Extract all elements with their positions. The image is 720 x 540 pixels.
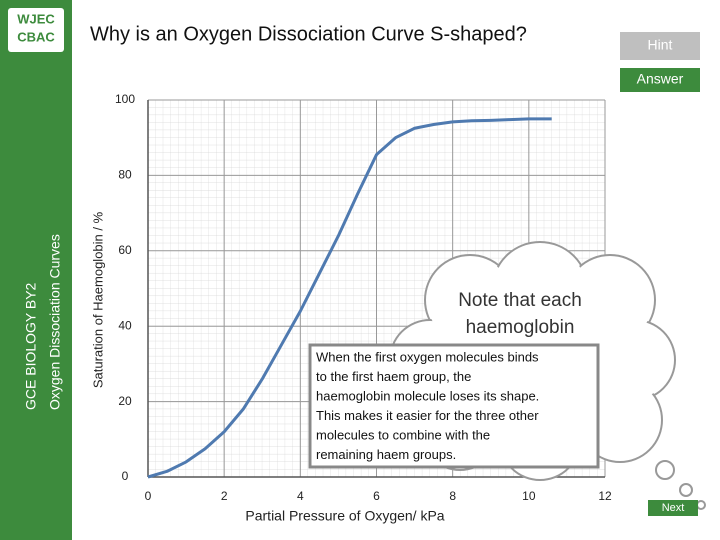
note-text: When the first oxygen molecules binds (316, 349, 539, 364)
logo-text: WJEC (17, 11, 55, 26)
answer-label[interactable]: Answer (637, 71, 684, 87)
x-axis-title: Partial Pressure of Oxygen/ kPa (245, 508, 444, 524)
slide-title: Why is an Oxygen Dissociation Curve S-sh… (90, 23, 527, 45)
y-tick-label: 80 (118, 168, 132, 182)
hint-label[interactable]: Hint (648, 37, 673, 53)
note-heading: Note that each (458, 290, 582, 311)
note-heading: haemoglobin (466, 317, 575, 338)
note-box (308, 343, 600, 469)
note-text: haemoglobin molecule loses its shape. (316, 388, 539, 403)
y-tick-label: 60 (118, 243, 132, 257)
note-text: remaining haem groups. (316, 447, 456, 462)
y-tick-label: 40 (118, 318, 132, 332)
logo-box (8, 8, 64, 52)
x-tick-label: 6 (373, 489, 380, 503)
data-line (147, 117, 552, 479)
x-tick-label: 0 (145, 489, 152, 503)
next-button[interactable] (648, 500, 698, 516)
y-tick-label: 0 (122, 469, 129, 483)
next-label[interactable]: Next (662, 502, 685, 514)
x-tick-label: 2 (221, 489, 228, 503)
x-tick-label: 4 (297, 489, 304, 503)
x-tick-label: 10 (522, 489, 536, 503)
note-text: molecules to combine with the (316, 427, 490, 442)
y-tick-label: 100 (115, 92, 135, 106)
y-axis-title: Saturation of Haemoglobin / % (90, 211, 105, 388)
x-tick-label: 8 (449, 489, 456, 503)
sidebar-text: Oxygen Dissociation Curves (47, 234, 63, 410)
sidebar (0, 0, 72, 540)
x-tick-label: 12 (598, 489, 612, 503)
note-text: This makes it easier for the three other (316, 408, 539, 423)
note-text: to the first haem group, the (316, 369, 471, 384)
hint-button[interactable] (620, 32, 700, 60)
answer-button[interactable] (620, 68, 700, 92)
y-tick-label: 20 (118, 394, 132, 408)
sidebar-text: GCE BIOLOGY BY2 (23, 282, 39, 410)
logo-text: CBAC (17, 29, 55, 44)
